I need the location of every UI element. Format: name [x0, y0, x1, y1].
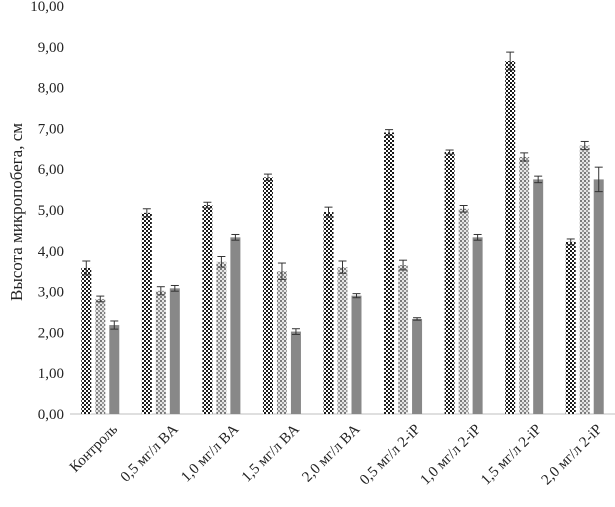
bar: [95, 298, 106, 414]
bar: [444, 152, 455, 414]
y-tick-label: 7,00: [38, 121, 64, 137]
y-tick-label: 9,00: [38, 40, 64, 56]
bar: [579, 145, 590, 414]
bar-series-group: [81, 51, 604, 415]
y-tick-label: 0,00: [38, 407, 64, 423]
x-tick-label: 1,5 мг/л 2-iP: [478, 422, 545, 489]
bar: [81, 267, 92, 414]
bar: [337, 267, 348, 414]
x-tick-label: 1,5 мг/л BA: [239, 421, 303, 485]
bar: [109, 325, 120, 414]
bar: [505, 61, 516, 415]
bar: [141, 212, 152, 414]
y-tick-label: 3,00: [38, 285, 64, 301]
y-tick-label: 5,00: [38, 203, 64, 219]
bar: [276, 271, 287, 414]
x-tick-label: Контроль: [67, 421, 121, 475]
bar: [290, 331, 301, 414]
bar: [472, 237, 483, 414]
x-tick-label: 2,0 мг/л BA: [299, 421, 363, 485]
bar: [202, 205, 213, 414]
x-tick-label: 1,0 мг/л 2-iP: [418, 422, 485, 489]
bar: [398, 265, 409, 414]
x-tick-label: 1,0 мг/л BA: [178, 421, 242, 485]
y-tick-label: 8,00: [38, 81, 64, 97]
y-tick-labels: 0,00 1,00 2,00 3,00 4,00 5,00 6,00 7,00 8,00 9,00…: [30, 0, 64, 423]
bar: [458, 208, 469, 414]
bar: [169, 288, 180, 414]
bar: [323, 212, 334, 414]
bar: [216, 261, 227, 414]
y-tick-label: 1,00: [38, 366, 64, 382]
x-tick-label: 0,5 мг/л 2-iP: [357, 422, 424, 489]
bar: [230, 237, 241, 414]
y-tick-label: 6,00: [38, 162, 64, 178]
x-tick-label: 2,0 мг/л 2-iP: [539, 422, 606, 489]
bar: [262, 177, 273, 414]
x-tick-label: 0,5 мг/л BA: [118, 421, 182, 485]
bar: [519, 156, 530, 414]
bar: [412, 318, 423, 414]
bar: [593, 179, 604, 414]
bar: [155, 290, 166, 414]
bar: [565, 241, 576, 414]
bar: [533, 179, 544, 414]
y-tick-label: 4,00: [38, 244, 64, 260]
y-tick-label: 2,00: [38, 325, 64, 341]
bar: [384, 132, 395, 415]
bar: [351, 295, 362, 414]
y-axis-title: Высота микропобега, см: [7, 123, 26, 301]
y-tick-label: 10,00: [30, 0, 64, 15]
